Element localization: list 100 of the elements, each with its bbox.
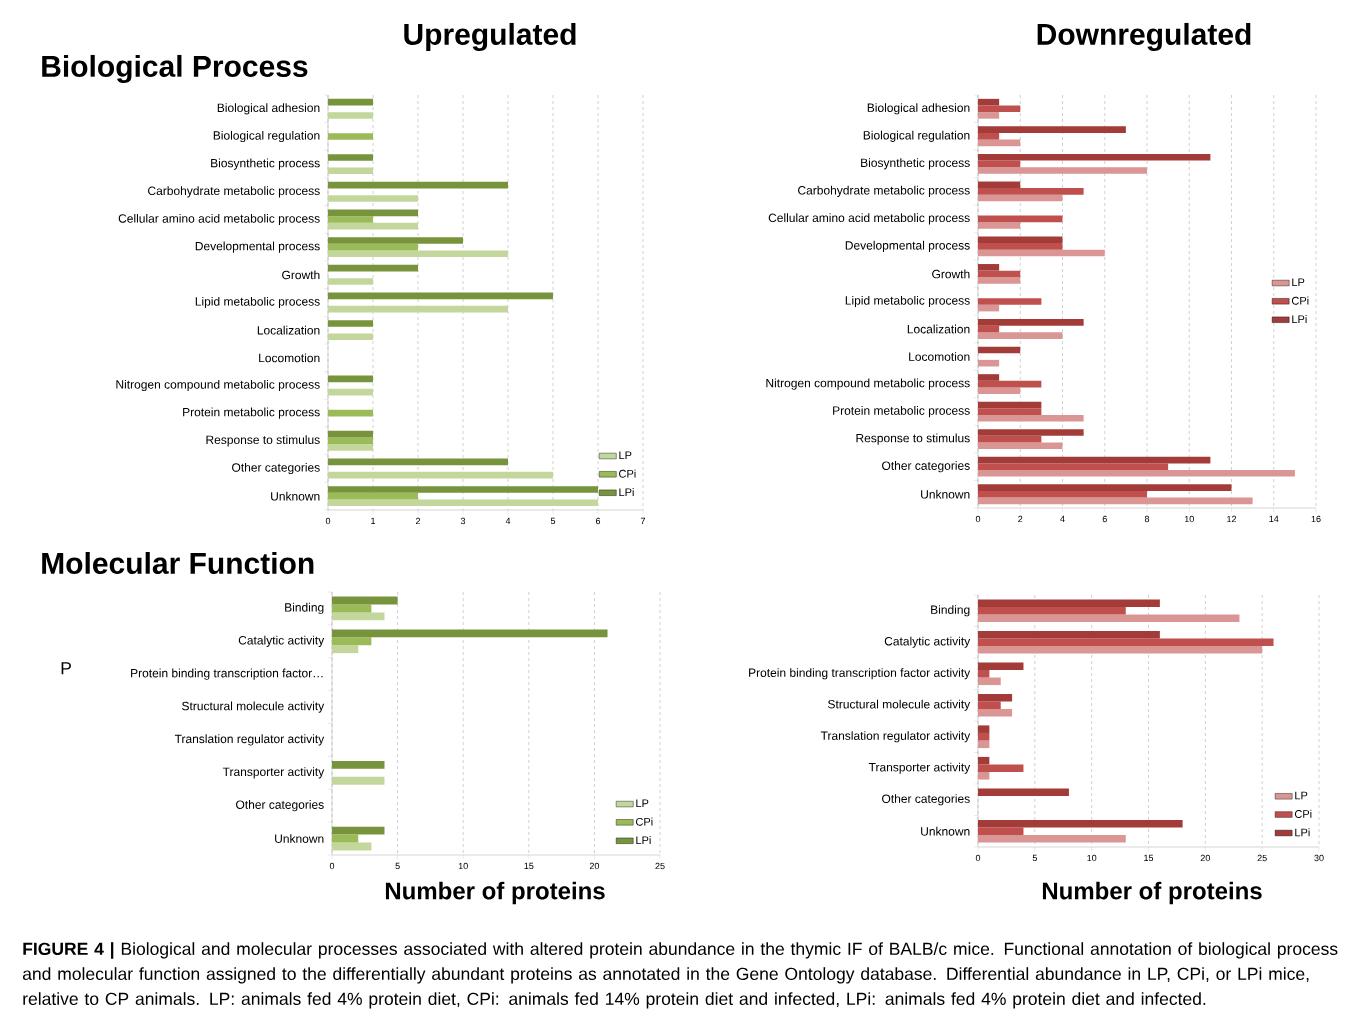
bar: [328, 243, 419, 251]
y-tick-label: Other categories: [882, 794, 970, 806]
bar: [978, 160, 1021, 168]
y-tick-label: Biological adhesion: [217, 103, 320, 115]
bar: [978, 630, 1160, 639]
y-tick-label: Translation regulator activity: [174, 734, 325, 746]
y-tick-label: Binding: [285, 602, 324, 615]
legend-label: CPi: [1291, 296, 1309, 305]
x-tick-label: 4: [1060, 515, 1065, 522]
x-tick-label: 5: [1032, 854, 1037, 862]
bar: [328, 209, 419, 217]
x-tick-label: 20: [589, 862, 600, 870]
bar: [328, 333, 374, 341]
bar: [978, 701, 1001, 710]
bar: [332, 776, 385, 785]
y-tick-label: Lipid metabolic process: [195, 296, 320, 309]
y-tick-label: Catalytic activity: [238, 635, 325, 647]
bar: [978, 153, 1211, 161]
y-tick-label: Transporter activity: [868, 762, 971, 774]
bar: [328, 458, 508, 466]
y-tick-label: Unknown: [275, 834, 324, 843]
y-tick-label: Other categories: [882, 461, 970, 473]
legend-label: CPi: [1294, 809, 1312, 818]
y-tick-label: Unknown: [921, 489, 970, 499]
bar: [978, 669, 990, 678]
y-tick-label: Response to stimulus: [856, 433, 970, 445]
bar: [978, 325, 1000, 333]
bar: [328, 320, 374, 327]
chart-title: Upregulated: [404, 22, 576, 52]
legend-label: LPi: [1295, 828, 1310, 837]
x-tick-label: 16: [1311, 515, 1321, 523]
bar: [978, 401, 1042, 409]
bar: [978, 249, 1105, 257]
bar: [978, 374, 1000, 381]
bar: [978, 112, 1000, 119]
y-tick-label: Nitrogen compound metabolic process: [116, 379, 320, 392]
y-tick-label: Biological regulation: [863, 130, 970, 142]
y-tick-label: Developmental process: [845, 240, 970, 253]
legend-label: LP: [619, 451, 632, 460]
y-tick-label: Growth: [932, 269, 970, 279]
chart-title: Downregulated: [1037, 22, 1251, 52]
y-tick-label: Protein binding transcription factor…: [131, 668, 323, 680]
legend-label: LPi: [1292, 315, 1307, 323]
text: FIGURE 4 | Biological and molecular processes associated with altered protein abundance in the thymic IF of BALB/c mice. Functional annotation of biological process and molecular function assigned to the differentially abundant proteins as annotated in the Gene Ontology database. Differential abundance in LP, CPi, or LPi mice, relative to CP animals. LP: animals fed 4% protein diet, CPi: animals fed 14% protein diet and infected, LPi: animals fed 4% protein diet and infected.: [22, 942, 1338, 1009]
y-tick-label: Nitrogen compound metabolic process: [766, 378, 970, 390]
bar: [978, 387, 1021, 394]
legend-label: LPi: [619, 488, 634, 496]
x-tick-label: 7: [640, 517, 646, 524]
bar: [978, 429, 1084, 436]
y-tick-label: Developmental process: [195, 241, 320, 253]
bar: [978, 243, 1063, 250]
bar: [978, 772, 990, 780]
y-tick-label: Locomotion: [909, 352, 970, 361]
y-tick-label: Biosynthetic process: [861, 158, 970, 170]
bar: [978, 435, 1042, 443]
y-tick-label: Protein metabolic process: [183, 407, 320, 419]
x-tick-label: 6: [1102, 515, 1107, 523]
y-tick-label: Biosynthetic process: [211, 158, 320, 170]
bar: [978, 693, 1013, 702]
y-tick-label: Carbohydrate metabolic process: [798, 185, 970, 197]
bar: [328, 237, 464, 244]
y-tick-label: Catalytic activity: [884, 636, 971, 648]
bar: [978, 105, 1021, 113]
bar: [978, 756, 990, 765]
x-axis-title: Number of proteins: [1042, 881, 1262, 905]
y-tick-label: Growth: [282, 270, 320, 280]
bar: [328, 305, 508, 313]
bar: [328, 250, 508, 258]
text: P: [61, 662, 71, 675]
y-tick-label: Unknown: [921, 826, 970, 836]
bar: [978, 606, 1126, 615]
bar: [328, 430, 374, 438]
x-tick-label: 15: [1144, 854, 1154, 862]
bar: [978, 346, 1021, 354]
bar: [328, 154, 374, 161]
bar: [328, 222, 419, 230]
y-tick-label: Other categories: [232, 462, 320, 475]
bar: [328, 181, 508, 189]
bar: [328, 492, 419, 500]
x-tick-label: 0: [975, 515, 981, 523]
bar: [978, 497, 1253, 505]
bar: [978, 599, 1160, 607]
bar: [328, 98, 374, 106]
bar: [978, 270, 1021, 278]
bar: [978, 298, 1042, 305]
x-tick-label: 4: [505, 517, 511, 524]
y-tick-label: Cellular amino acid metabolic process: [768, 213, 970, 225]
bar: [328, 437, 374, 445]
bar: [978, 442, 1063, 450]
x-tick-label: 0: [325, 517, 331, 525]
y-tick-label: Transporter activity: [222, 767, 325, 779]
bar: [978, 181, 1021, 189]
x-tick-label: 20: [1200, 854, 1210, 862]
y-tick-label: Lipid metabolic process: [845, 295, 970, 308]
bar: [978, 236, 1063, 244]
bar: [978, 469, 1295, 477]
legend-label: LP: [1295, 791, 1308, 800]
y-tick-label: Localization: [907, 324, 970, 334]
bar: [332, 842, 372, 851]
bar: [978, 614, 1240, 623]
